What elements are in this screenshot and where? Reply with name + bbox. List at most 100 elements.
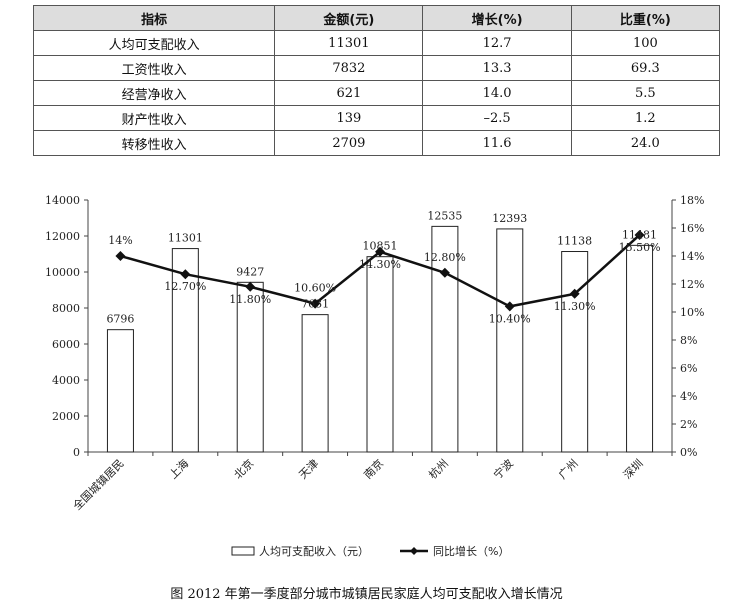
table-cell: –2.5 [422, 105, 572, 131]
bar [561, 251, 589, 453]
table-cell: 2709 [274, 130, 424, 156]
table-cell: 转移性收入 [32, 130, 276, 156]
left-tick-label: 8000 [52, 302, 80, 315]
legend-bar-label: 人均可支配收入（元） [259, 544, 369, 558]
line-marker [569, 288, 580, 299]
data-labels: 6796 11301 9427 7631 10851 12535 12393 11138 114… [106, 209, 660, 325]
table-cell: 12.7 [422, 30, 572, 56]
table-cell: 621 [274, 80, 424, 106]
right-tick-label: 14% [680, 250, 704, 263]
x-category-label: 深圳 [621, 457, 646, 482]
bar [626, 244, 654, 453]
table-cell: 工资性收入 [32, 55, 276, 81]
left-tick-label: 4000 [52, 374, 80, 387]
bar [171, 248, 199, 453]
line-value-label: 10.60% [294, 282, 336, 295]
x-category-label: 上海 [166, 456, 191, 481]
left-tick-label: 6000 [52, 338, 80, 351]
table-cell: 11.6 [422, 130, 572, 156]
bar-value-label: 12535 [427, 209, 462, 222]
bar-value-label: 10851 [363, 240, 398, 253]
left-tick-label: 0 [73, 446, 80, 459]
line-value-label: 10.40% [489, 312, 531, 325]
table-row: 工资性收入 7832 13.3 69.3 [32, 55, 721, 81]
table-cell: 24.0 [570, 130, 721, 156]
bar-value-label: 6796 [106, 313, 134, 326]
header-amount: 金额(元) [274, 5, 424, 31]
left-tick-label: 10000 [45, 266, 80, 279]
left-tick-label: 2000 [52, 410, 80, 423]
bar-value-label: 11138 [557, 235, 592, 248]
table-cell: 14.0 [422, 80, 572, 106]
table-row: 经营净收入 621 14.0 5.5 [32, 80, 721, 106]
table-cell: 11301 [274, 30, 424, 56]
right-tick-label: 4% [680, 390, 697, 403]
right-tick-label: 16% [680, 222, 704, 235]
right-tick-label: 0% [680, 446, 697, 459]
x-category-label: 北京 [231, 456, 256, 481]
bar-value-label: 7631 [301, 298, 329, 311]
x-category-label: 全国城镇居民 [70, 456, 127, 513]
x-category-label: 南京 [361, 456, 386, 481]
legend-line-marker [410, 547, 418, 555]
table-cell: 人均可支配收入 [32, 30, 276, 56]
legend-line-label: 同比增长（%） [433, 544, 509, 558]
x-category-label: 杭州 [426, 456, 451, 481]
right-tick-label: 10% [680, 306, 704, 319]
table-cell: 1.2 [570, 105, 721, 131]
line-value-label: 12.70% [164, 280, 206, 293]
line-marker [310, 298, 321, 309]
line-marker [439, 267, 450, 278]
line-value-label: 12.80% [424, 251, 466, 264]
right-tick-label: 6% [680, 362, 697, 375]
chart-legend: 人均可支配收入（元） 同比增长（%） [231, 544, 509, 558]
legend-bar-swatch [231, 546, 255, 556]
left-tick-label: 14000 [45, 194, 80, 207]
line-marker [245, 281, 256, 292]
bar-value-label: 11301 [168, 232, 203, 245]
line-value-label: 14.30% [359, 258, 401, 271]
income-growth-chart: 0 2000 4000 6000 8000 10000 12000 14000 0% 2% 4% 6%… [45, 194, 704, 558]
left-tick-label: 12000 [45, 230, 80, 243]
table-cell: 100 [570, 30, 721, 56]
income-table: 指标 金额(元) 增长(%) 比重(%) 人均可支配收入 11301 12.7 … [32, 5, 721, 156]
line-marker [180, 269, 191, 280]
bar [496, 228, 524, 453]
x-category-label: 天津 [296, 457, 321, 482]
bar [431, 225, 459, 453]
right-tick-label: 8% [680, 334, 697, 347]
table-row: 财产性收入 139 –2.5 1.2 [32, 105, 721, 131]
line-value-label: 15.50% [619, 241, 661, 254]
bar [301, 314, 329, 453]
bar [366, 256, 394, 453]
bar-value-label: 12393 [492, 212, 527, 225]
header-share: 比重(%) [570, 5, 721, 31]
table-cell: 7832 [274, 55, 424, 81]
right-tick-label: 2% [680, 418, 697, 431]
table-cell: 69.3 [570, 55, 721, 81]
table-row: 人均可支配收入 11301 12.7 100 [32, 30, 721, 56]
line-value-label: 11.30% [554, 300, 596, 313]
bar [236, 281, 264, 453]
line-value-label: 11.80% [229, 293, 271, 306]
table-header-row: 指标 金额(元) 增长(%) 比重(%) [32, 5, 721, 31]
line-marker [634, 230, 645, 240]
header-growth: 增长(%) [422, 5, 572, 31]
line-value-label: 14% [108, 234, 132, 247]
table-cell: 财产性收入 [32, 105, 276, 131]
right-tick-label: 18% [680, 194, 704, 207]
table-row: 转移性收入 2709 11.6 24.0 [32, 130, 721, 156]
table-cell: 139 [274, 105, 424, 131]
line-marker [115, 251, 126, 261]
right-tick-label: 12% [680, 278, 704, 291]
x-category-label: 广州 [556, 457, 581, 482]
line-marker [375, 246, 385, 257]
figure-caption: 图 2012 年第一季度部分城市城镇居民家庭人均可支配收入增长情况 [170, 587, 563, 602]
table-cell: 5.5 [570, 80, 721, 106]
table-cell: 13.3 [422, 55, 572, 81]
line-series [115, 230, 645, 312]
line-marker [504, 301, 515, 312]
header-indicator: 指标 [32, 5, 276, 31]
table-cell: 经营净收入 [32, 80, 276, 106]
bar [106, 329, 134, 453]
